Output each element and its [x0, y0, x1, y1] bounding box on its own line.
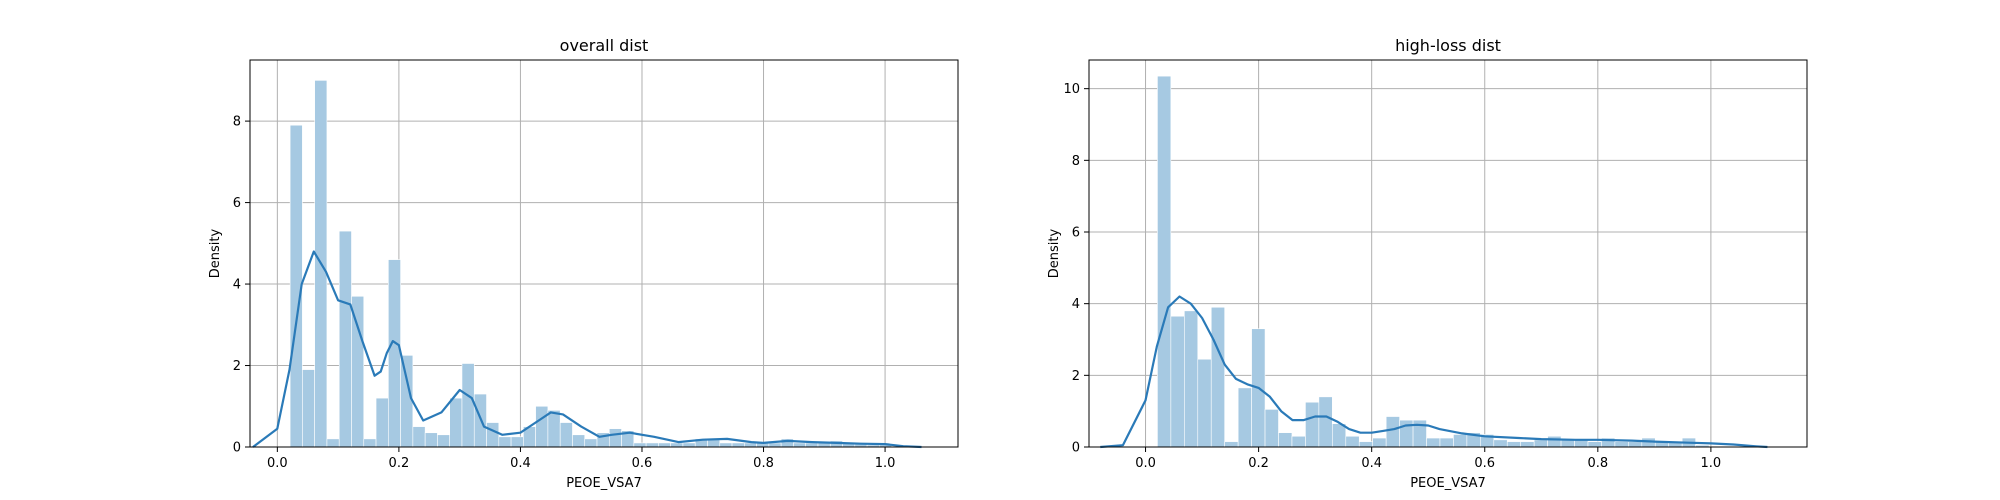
- histogram-bar: [1547, 435, 1562, 448]
- y-tick-label: 0: [1072, 441, 1080, 456]
- histogram-bar: [375, 397, 389, 448]
- y-tick-label: 4: [233, 278, 241, 293]
- histogram-bar: [437, 434, 450, 448]
- histogram-bar: [1197, 358, 1212, 448]
- histogram-bar: [1210, 306, 1225, 448]
- histogram-bar: [584, 438, 598, 448]
- histogram-bar: [1264, 409, 1279, 448]
- histogram-bar: [658, 442, 671, 448]
- histogram-bar: [302, 369, 315, 448]
- axes-frame: [249, 59, 959, 448]
- x-axis-label: PEOE_VSA7: [566, 476, 642, 491]
- histogram-bar: [1453, 434, 1468, 448]
- y-tick-label: 2: [1072, 369, 1080, 384]
- chart-panel-high-loss: 0.0 0.2 0.4 0.6 0.8 1.0 0 2 4 6 8 10 high-loss dist P…: [1047, 36, 1808, 491]
- histogram-bar: [1439, 437, 1454, 448]
- y-tick-label: 2: [233, 359, 241, 374]
- histogram-bar: [1520, 441, 1535, 448]
- histogram-bar: [1318, 396, 1333, 448]
- y-tick-label: 6: [233, 196, 241, 211]
- histogram-bar: [645, 442, 659, 448]
- x-axis-label: PEOE_VSA7: [1410, 476, 1486, 491]
- x-tick-label: 1.0: [875, 456, 896, 471]
- histogram-bar: [1385, 416, 1400, 448]
- kde-line: [1100, 295, 1768, 449]
- histogram-bar: [682, 442, 696, 448]
- chart-title: high-loss dist: [1395, 36, 1501, 55]
- histogram-bar: [768, 442, 782, 448]
- y-tick-label: 8: [1072, 154, 1080, 169]
- histogram-bar: [1614, 441, 1629, 448]
- y-tick-label: 4: [1072, 297, 1080, 312]
- y-axis-label: Density: [1047, 228, 1062, 278]
- histogram-bar: [1372, 437, 1387, 448]
- histogram-bar: [1587, 441, 1602, 448]
- histogram-bar: [510, 436, 524, 448]
- histogram-bar: [1278, 432, 1293, 448]
- histogram-bar: [1184, 310, 1199, 448]
- histogram-bar: [1170, 315, 1185, 448]
- histogram-bar: [1237, 387, 1252, 448]
- kde-line: [252, 250, 922, 449]
- histogram-bar: [1305, 401, 1320, 448]
- histogram-bar: [424, 432, 438, 448]
- histogram-bar: [1506, 441, 1522, 448]
- histogram-bar: [400, 355, 414, 448]
- y-axis-label: Density: [208, 228, 223, 278]
- histogram-bar: [412, 426, 426, 448]
- histogram-bar: [805, 442, 819, 448]
- x-tick-label: 0.4: [510, 456, 531, 471]
- histogram-bar: [608, 428, 622, 448]
- x-tick-label: 0.2: [389, 456, 410, 471]
- histogram-bar: [363, 438, 377, 448]
- x-tick-label: 1.0: [1701, 456, 1722, 471]
- histogram-bar: [1157, 75, 1172, 448]
- histogram-bar: [547, 410, 561, 448]
- histogram-bar: [498, 436, 512, 448]
- chart-title: overall dist: [560, 36, 649, 55]
- x-tick-label: 0.6: [632, 456, 653, 471]
- histogram-bar: [388, 259, 401, 448]
- histogram-bar: [449, 397, 463, 448]
- histogram-bar: [351, 295, 365, 448]
- histogram-bar: [731, 442, 745, 448]
- histogram-bar: [486, 422, 500, 448]
- axes-frame: [1088, 59, 1808, 448]
- histogram-bar: [1426, 437, 1441, 448]
- histogram-bar: [744, 442, 757, 448]
- histogram-bar: [1224, 441, 1239, 448]
- histogram-bar: [1628, 441, 1643, 448]
- histogram-bar: [1533, 439, 1548, 448]
- histogram-bar: [326, 438, 340, 448]
- histogram-bar: [1291, 435, 1306, 448]
- histogram-bar: [572, 434, 586, 448]
- x-tick-label: 0.0: [267, 456, 288, 471]
- histogram-bar: [1332, 423, 1347, 448]
- histogram-bar: [461, 363, 475, 448]
- y-tick-label: 10: [1063, 82, 1080, 97]
- histogram-bar: [1493, 439, 1508, 448]
- histogram-bar: [1358, 441, 1373, 448]
- histogram-bar: [1345, 435, 1360, 448]
- histogram-bar: [559, 422, 573, 448]
- histogram-bar: [338, 230, 352, 448]
- x-tick-label: 0.2: [1248, 456, 1269, 471]
- y-tick-label: 8: [233, 115, 241, 130]
- y-tick-label: 6: [1072, 226, 1080, 241]
- histogram-bar: [670, 442, 684, 448]
- y-tick-label: 0: [233, 441, 241, 456]
- histogram-bar: [1560, 439, 1575, 448]
- histogram-bar: [535, 405, 549, 448]
- histogram-bar: [633, 442, 647, 448]
- histogram-bar: [1574, 439, 1589, 448]
- histogram-bar: [719, 442, 733, 448]
- x-tick-label: 0.0: [1135, 456, 1156, 471]
- x-tick-label: 0.8: [1587, 456, 1608, 471]
- histogram-bar: [793, 442, 807, 448]
- x-tick-label: 0.4: [1361, 456, 1382, 471]
- x-tick-label: 0.8: [753, 456, 774, 471]
- x-tick-label: 0.6: [1474, 456, 1495, 471]
- chart-panel-overall: 0.0 0.2 0.4 0.6 0.8 1.0 0 2 4 6 8 overall dist PEOE_…: [208, 36, 959, 491]
